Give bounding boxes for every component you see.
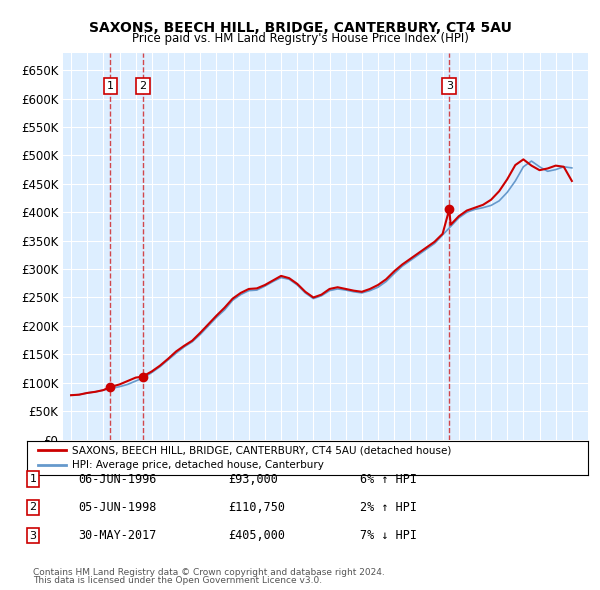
Text: 05-JUN-1998: 05-JUN-1998 — [78, 501, 157, 514]
Text: £405,000: £405,000 — [228, 529, 285, 542]
Text: SAXONS, BEECH HILL, BRIDGE, CANTERBURY, CT4 5AU (detached house): SAXONS, BEECH HILL, BRIDGE, CANTERBURY, … — [72, 445, 451, 455]
Text: 7% ↓ HPI: 7% ↓ HPI — [360, 529, 417, 542]
Text: 6% ↑ HPI: 6% ↑ HPI — [360, 473, 417, 486]
Text: 3: 3 — [29, 531, 37, 540]
Text: £93,000: £93,000 — [228, 473, 278, 486]
Text: 2% ↑ HPI: 2% ↑ HPI — [360, 501, 417, 514]
Text: SAXONS, BEECH HILL, BRIDGE, CANTERBURY, CT4 5AU: SAXONS, BEECH HILL, BRIDGE, CANTERBURY, … — [89, 21, 511, 35]
Text: This data is licensed under the Open Government Licence v3.0.: This data is licensed under the Open Gov… — [33, 576, 322, 585]
Text: 2: 2 — [29, 503, 37, 512]
Text: 30-MAY-2017: 30-MAY-2017 — [78, 529, 157, 542]
Text: 2: 2 — [139, 81, 146, 91]
Text: 06-JUN-1996: 06-JUN-1996 — [78, 473, 157, 486]
Text: £110,750: £110,750 — [228, 501, 285, 514]
Text: 3: 3 — [446, 81, 453, 91]
Text: Price paid vs. HM Land Registry's House Price Index (HPI): Price paid vs. HM Land Registry's House … — [131, 32, 469, 45]
Text: 1: 1 — [107, 81, 114, 91]
Text: 1: 1 — [29, 474, 37, 484]
Text: Contains HM Land Registry data © Crown copyright and database right 2024.: Contains HM Land Registry data © Crown c… — [33, 568, 385, 577]
Text: HPI: Average price, detached house, Canterbury: HPI: Average price, detached house, Cant… — [72, 460, 324, 470]
